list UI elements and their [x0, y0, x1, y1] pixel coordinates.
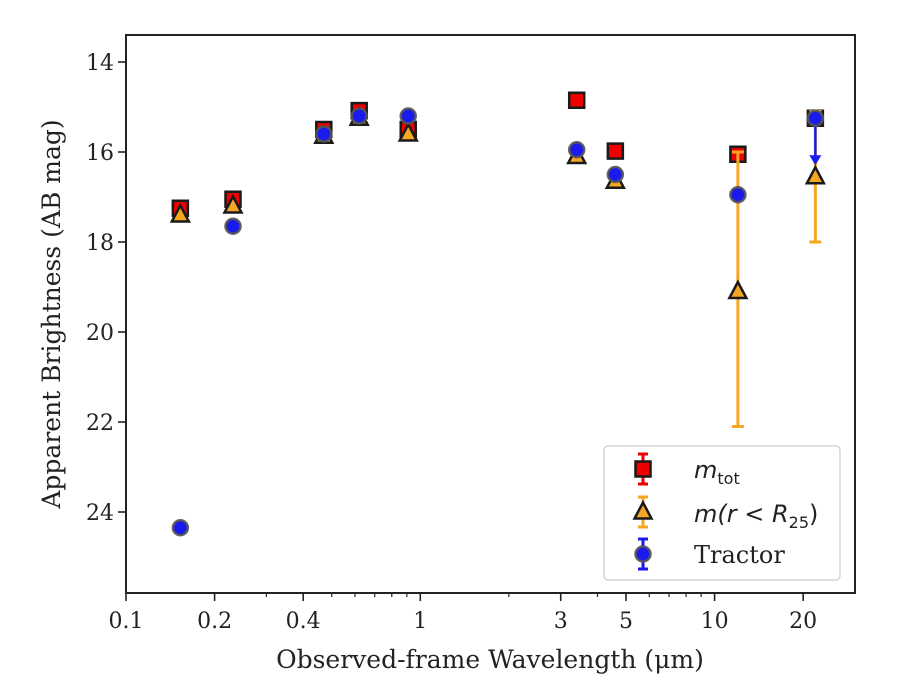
y-tick-label: 20: [86, 321, 114, 346]
legend-tractor-label: Tractor: [694, 541, 785, 569]
series-mr25: [169, 106, 826, 428]
upper-limit-arrowhead: [809, 155, 822, 166]
legend-mr25-label: m(r < R25): [694, 500, 818, 532]
legend-mtot-marker: [634, 460, 652, 478]
x-tick-label: 0.4: [286, 609, 321, 634]
legend: mtot m(r < R25) Tractor: [603, 445, 841, 581]
x-tick-label: 20: [789, 609, 817, 634]
legend-handles: [632, 452, 654, 571]
mr25-point: [397, 121, 419, 142]
mr25-point: [222, 193, 244, 214]
legend-tractor-marker: [634, 545, 652, 563]
y-tick-label: 14: [86, 51, 114, 76]
tractor-point: [171, 519, 190, 537]
tractor-point: [729, 186, 747, 204]
tractor-point: [224, 217, 242, 235]
y-tick-label: 22: [86, 411, 114, 436]
mr25-point: [804, 164, 826, 185]
plot-frame: [125, 34, 856, 594]
tractor-point: [399, 107, 417, 125]
mr25-point: [169, 202, 191, 223]
mr25-point: [727, 279, 749, 300]
x-tick-label: 5: [619, 609, 633, 634]
legend-mtot-label: mtot: [694, 456, 740, 488]
legend-box: [603, 445, 841, 581]
x-tick-label: 1: [413, 609, 427, 634]
tractor-point: [350, 107, 368, 125]
y-tick-label: 16: [86, 141, 114, 166]
y-tick-label: 24: [86, 501, 114, 526]
tractor-point: [315, 125, 333, 143]
series-tractor: [171, 107, 825, 537]
tractor-point: [606, 165, 625, 184]
mtot-point: [606, 142, 625, 160]
tractor-point: [567, 141, 586, 159]
x-axis-label: Observed-frame Wavelength (μm): [276, 645, 704, 674]
mtot-point: [567, 91, 586, 109]
series-mtot: [171, 91, 825, 217]
x-tick-label: 3: [554, 609, 568, 634]
legend-mr25-marker: [632, 499, 654, 520]
x-tick-label: 10: [701, 609, 729, 634]
marks-layer: [169, 91, 826, 537]
y-tick-label: 18: [86, 231, 114, 256]
tractor-point: [806, 109, 825, 127]
x-tick-label: 0.2: [197, 609, 232, 634]
ticks-layer: 0.1 0.2 0.4 1 3 5 10 20 14 16 18 20 22 24: [86, 51, 817, 634]
y-axis-label: Apparent Brightness (AB mag): [37, 119, 66, 509]
x-tick-label: 0.1: [109, 609, 144, 634]
